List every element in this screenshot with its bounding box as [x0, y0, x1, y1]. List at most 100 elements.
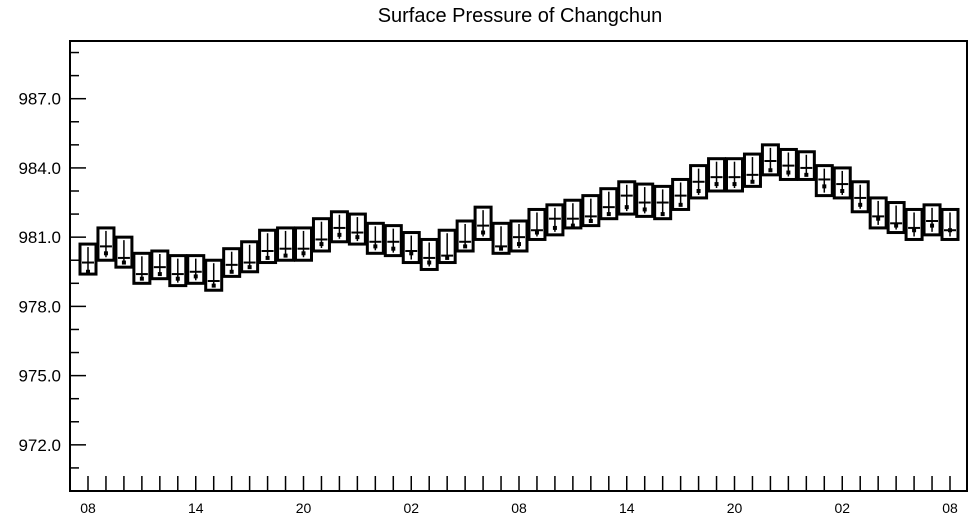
box-mean-marker	[103, 251, 108, 256]
box-mean-marker	[858, 202, 863, 207]
box-mean-marker	[912, 228, 917, 233]
box-item	[886, 201, 906, 235]
y-axis: 972.0 975.0 978.0 981.0 984.0 987.0	[18, 51, 86, 469]
x-tick-label: 20	[296, 500, 312, 516]
box-item	[365, 221, 385, 255]
box-item	[204, 258, 224, 292]
box-mean-marker	[391, 246, 396, 251]
box-mean-marker	[373, 244, 378, 249]
box-mean-marker	[157, 272, 162, 277]
box-item	[707, 157, 727, 193]
box-item	[96, 226, 116, 262]
box-item	[599, 187, 619, 221]
box-mean-marker	[175, 276, 180, 281]
y-tick-label: 972.0	[18, 436, 61, 455]
box-mean-marker	[139, 276, 144, 281]
box-item	[850, 180, 870, 214]
x-tick-label: 02	[403, 500, 419, 516]
box-mean-marker	[696, 189, 701, 193]
box-item	[617, 180, 637, 216]
box-item	[150, 249, 170, 281]
box-mean-marker	[86, 269, 90, 274]
x-tick-label: 08	[511, 500, 527, 516]
box-item	[922, 203, 942, 237]
box-mean-marker	[606, 212, 611, 217]
box-mean-marker	[193, 274, 198, 279]
box-item	[329, 210, 349, 244]
box-mean-marker	[121, 260, 126, 265]
y-tick-label: 984.0	[18, 159, 61, 178]
box-item	[437, 228, 457, 265]
box-item	[419, 237, 439, 271]
box-mean-marker	[768, 168, 773, 173]
box-item	[814, 164, 834, 198]
box-item	[832, 166, 852, 200]
box-item	[473, 205, 493, 241]
box-item	[311, 217, 331, 253]
chart-title: Surface Pressure of Changchun	[378, 5, 663, 27]
box-item	[78, 242, 98, 276]
box-item	[186, 254, 206, 285]
box-item	[742, 152, 762, 188]
box-mean-marker	[840, 189, 845, 193]
box-item	[635, 182, 655, 218]
box-mean-marker	[534, 230, 539, 235]
box-item	[904, 207, 924, 241]
box-mean-marker	[876, 216, 881, 221]
box-mean-marker	[517, 242, 521, 247]
box-item	[545, 203, 565, 237]
box-item	[527, 207, 547, 241]
box-item	[401, 231, 421, 265]
box-item	[114, 235, 134, 269]
y-tick-label: 975.0	[18, 367, 61, 386]
box-item	[383, 224, 403, 258]
x-tick-label: 02	[834, 500, 850, 516]
box-item	[276, 226, 296, 262]
box-mean-marker	[265, 255, 270, 260]
box-item	[258, 228, 278, 265]
box-mean-marker	[355, 235, 360, 240]
box-mean-marker	[642, 207, 647, 212]
x-tick-label: 20	[727, 500, 743, 516]
box-mean-marker	[463, 244, 468, 249]
box-mean-marker	[283, 253, 288, 258]
box-mean-marker	[624, 205, 629, 210]
box-mean-marker	[481, 230, 486, 235]
box-mean-marker	[499, 246, 504, 251]
box-mean-marker	[319, 242, 324, 247]
box-mean-marker	[552, 225, 557, 230]
box-mean-marker	[211, 283, 216, 288]
box-mean-marker	[786, 170, 791, 175]
box-mean-marker	[894, 223, 899, 228]
box-item	[725, 157, 744, 193]
box-item	[671, 177, 691, 211]
box-item	[778, 147, 798, 181]
box-mean-marker	[750, 179, 755, 184]
box-mean-marker	[229, 269, 234, 274]
box-mean-marker	[337, 232, 342, 237]
box-mean-marker	[804, 172, 809, 177]
box-item	[509, 219, 529, 253]
box-mean-marker	[660, 212, 665, 217]
box-mean-marker	[409, 251, 414, 256]
box-item	[581, 194, 601, 228]
box-mean-marker	[445, 255, 450, 260]
box-mean-marker	[301, 251, 306, 256]
box-mean-marker	[247, 265, 252, 270]
box-item	[347, 212, 367, 246]
y-tick-label: 978.0	[18, 297, 61, 316]
x-tick-label: 08	[942, 500, 958, 516]
box-series	[78, 143, 960, 292]
box-mean-marker	[822, 184, 827, 189]
box-item	[294, 226, 313, 262]
box-mean-marker	[732, 182, 737, 187]
box-item	[168, 254, 188, 288]
y-tick-label: 981.0	[18, 228, 61, 247]
box-item	[796, 150, 816, 181]
box-item	[563, 198, 583, 230]
x-axis: 08 14 20 02 08 14 20 02 08	[80, 476, 958, 516]
box-mean-marker	[678, 202, 683, 207]
box-mean-marker	[570, 223, 575, 228]
box-item	[868, 196, 888, 230]
box-item	[132, 251, 152, 285]
